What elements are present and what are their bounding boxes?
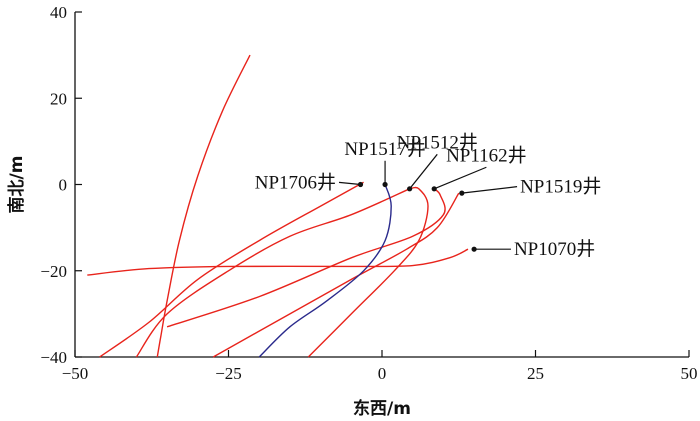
wellhead-marker bbox=[407, 186, 413, 192]
wellhead-marker bbox=[459, 190, 465, 196]
wellhead-marker bbox=[471, 246, 477, 252]
trajectory-line-1 bbox=[156, 54, 251, 358]
y-tick-label: −40 bbox=[40, 348, 67, 367]
trajectory-line-2 bbox=[87, 248, 469, 276]
well-label: NP1517井 bbox=[344, 138, 425, 160]
trajectory-line-7 bbox=[166, 188, 446, 328]
annotation-leader bbox=[338, 181, 361, 186]
x-tick-label: 50 bbox=[681, 364, 698, 383]
wellhead-marker bbox=[382, 181, 388, 188]
x-tick-label: −25 bbox=[215, 364, 242, 383]
well-label: NP1162井 bbox=[446, 144, 527, 166]
well-label: NP1512井 bbox=[397, 131, 478, 153]
y-axis-title: 南北/m bbox=[6, 156, 27, 214]
x-tick-label: 25 bbox=[527, 364, 544, 383]
y-tick-label: −20 bbox=[40, 262, 67, 281]
x-tick-label: −50 bbox=[62, 364, 89, 383]
well-label: NP1519井 bbox=[520, 176, 601, 198]
well-label: NP1706井 bbox=[255, 171, 336, 193]
x-tick-label: 0 bbox=[378, 364, 387, 383]
trajectory-line-5 bbox=[212, 192, 460, 358]
wellhead-marker bbox=[357, 181, 364, 188]
annotation-leader bbox=[461, 186, 518, 194]
series-layer bbox=[87, 54, 469, 358]
annotation-leader bbox=[433, 166, 487, 190]
trajectory-line-3 bbox=[99, 181, 364, 358]
x-axis-title: 东西/m bbox=[353, 398, 411, 419]
y-tick-label: 20 bbox=[50, 89, 67, 108]
annotation-leader bbox=[409, 153, 438, 190]
trajectory-line-4 bbox=[135, 188, 410, 358]
trajectory-line-6 bbox=[307, 186, 429, 358]
y-tick-label: 40 bbox=[50, 3, 67, 22]
y-tick-label: 0 bbox=[59, 176, 68, 195]
wellhead-marker bbox=[431, 186, 437, 192]
chart-axes: −50 −25 0 25 50 40 20 0 −20 −40 bbox=[40, 3, 697, 383]
well-label: NP1070井 bbox=[514, 238, 595, 260]
trajectory-line-8 bbox=[258, 184, 392, 358]
